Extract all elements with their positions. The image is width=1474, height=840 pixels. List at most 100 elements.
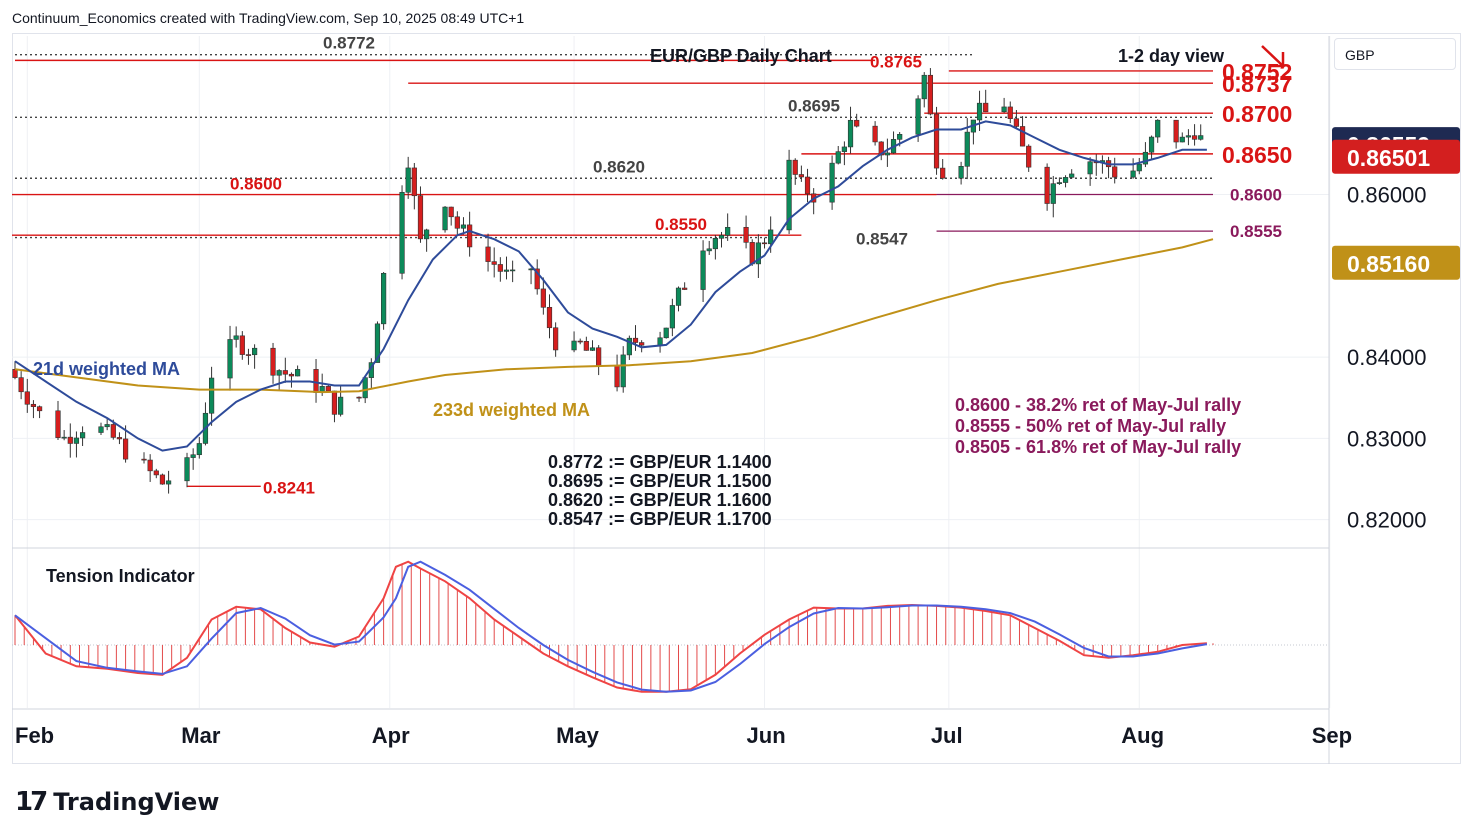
candle-body — [1198, 135, 1204, 140]
candle-body — [583, 341, 589, 351]
candle — [1007, 101, 1013, 124]
candle-body — [417, 195, 424, 240]
candle-body — [338, 396, 344, 415]
level-label-08737-3: 0.8737 — [1222, 71, 1292, 97]
conversion-0: 0.8772 := GBP/EUR 1.1400 — [548, 452, 772, 472]
candle-body — [12, 368, 18, 378]
tension-fast-line — [14, 560, 1207, 693]
candle-body — [1148, 136, 1155, 153]
view-label: 1-2 day view — [1118, 46, 1225, 66]
candle — [1179, 132, 1185, 143]
conversion-1: 0.8695 := GBP/EUR 1.1500 — [548, 471, 772, 491]
candle — [454, 211, 460, 237]
candle-body — [1001, 106, 1007, 113]
candle-body — [1087, 161, 1093, 175]
level-label-08650-6: 0.8650 — [1222, 142, 1292, 168]
x-tick-label-2: Apr — [372, 723, 410, 748]
candle-body — [122, 438, 129, 460]
candle — [847, 106, 854, 154]
level-label-08241-13: 0.8241 — [263, 478, 315, 497]
candle — [104, 417, 110, 431]
candle — [970, 119, 976, 145]
fib-note-2: 0.8505 - 61.8% ret of May-Jul rally — [955, 437, 1241, 457]
candle — [331, 390, 338, 423]
candle-body — [718, 235, 725, 239]
candle — [424, 228, 430, 252]
candle — [368, 358, 374, 390]
candle-body — [497, 264, 503, 272]
candle-body — [964, 131, 970, 167]
candle — [288, 372, 295, 388]
candle-body — [399, 191, 405, 274]
candle — [147, 454, 153, 482]
candle-body — [1191, 135, 1198, 140]
candle — [755, 234, 761, 279]
candle-body — [1062, 177, 1069, 183]
candle — [632, 325, 639, 351]
level-label-08600-9: 0.8600 — [1230, 186, 1282, 205]
candle — [1093, 154, 1099, 176]
candle-body — [61, 436, 67, 439]
tradingview-logo-icon: 17 — [15, 787, 48, 817]
candle — [295, 365, 301, 377]
candle — [116, 432, 123, 445]
candle — [1026, 144, 1032, 172]
candle-body — [682, 287, 688, 290]
candle — [1112, 157, 1118, 184]
candle-body — [927, 74, 933, 115]
candle-body — [356, 396, 362, 399]
candle-body — [534, 268, 540, 290]
candle-body — [503, 269, 510, 272]
candle — [233, 326, 239, 348]
candle-body — [1179, 136, 1185, 143]
candle-body — [755, 242, 761, 265]
candle-body — [983, 102, 989, 113]
down-right-arrow-icon — [1261, 45, 1285, 68]
candle — [761, 237, 768, 249]
candle — [792, 158, 798, 185]
candle-body — [165, 480, 172, 485]
candle-body — [669, 305, 675, 329]
candle-body — [835, 151, 841, 164]
candle — [933, 106, 940, 175]
candle — [1062, 175, 1069, 188]
candle-body — [1044, 166, 1050, 204]
candle — [583, 336, 589, 351]
candle — [202, 402, 209, 446]
candle-body — [553, 327, 559, 351]
candle-body — [208, 377, 215, 414]
candle — [399, 185, 405, 280]
candle-body — [761, 242, 768, 245]
x-tick-label-7: Sep — [1312, 723, 1352, 748]
currency-button[interactable]: GBP — [1334, 38, 1456, 70]
candle-body — [1050, 183, 1056, 204]
tradingview-logo[interactable]: 17 TradingView — [15, 787, 219, 817]
candle — [448, 206, 454, 226]
candle — [405, 156, 411, 199]
candle-body — [933, 113, 940, 169]
x-tick-label-4: Jun — [747, 723, 786, 748]
candle-body — [184, 457, 190, 482]
candle — [940, 159, 946, 180]
candle-body — [620, 354, 626, 388]
candle-body — [36, 406, 43, 412]
arrow-head — [1269, 52, 1285, 68]
candle — [460, 217, 467, 235]
candle-body — [270, 347, 276, 376]
candle-body — [540, 288, 546, 308]
candle — [663, 327, 669, 339]
candle — [1148, 135, 1155, 159]
candle — [338, 384, 344, 417]
candle — [712, 234, 718, 260]
candle — [854, 113, 860, 128]
candle-body — [227, 339, 233, 379]
candle — [374, 321, 381, 363]
level-label-08555-10: 0.8555 — [1230, 222, 1282, 241]
candle-body — [448, 206, 454, 218]
candle — [190, 448, 196, 470]
candle — [841, 141, 847, 166]
candle — [1069, 169, 1075, 179]
level-label-08765-1: 0.8765 — [870, 52, 922, 71]
candle-body — [252, 347, 258, 356]
